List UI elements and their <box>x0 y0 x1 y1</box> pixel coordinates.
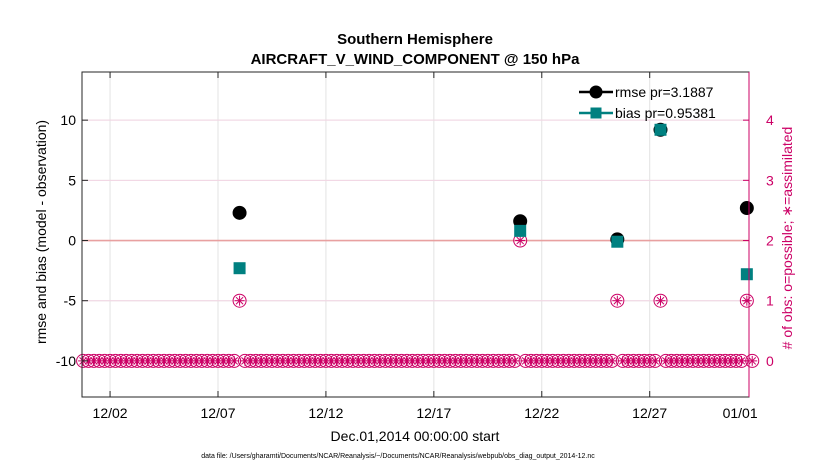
y-tick-label-right: 3 <box>766 172 774 188</box>
x-axis-label: Dec.01,2014 00:00:00 start <box>331 428 500 444</box>
bias-point <box>233 262 246 275</box>
obs-marker <box>232 293 247 308</box>
obs-marker-zero <box>648 353 663 368</box>
y-tick-label-left: 5 <box>68 172 76 188</box>
obs-marker-zero <box>734 353 749 368</box>
legend-item-rmse: rmse pr=3.1887 <box>579 84 714 100</box>
legend-label: bias pr=0.95381 <box>615 105 716 121</box>
chart-title: Southern Hemisphere <box>337 31 493 48</box>
footnote: data file: /Users/gharamti/Documents/NCA… <box>201 453 595 460</box>
legend: rmse pr=3.1887 bias pr=0.95381 <box>579 84 716 121</box>
x-tick-label: 01/01 <box>723 405 758 421</box>
bias-point <box>611 235 624 248</box>
obs-marker <box>653 293 668 308</box>
legend-item-bias: bias pr=0.95381 <box>579 105 716 121</box>
y-tick-label-right: 1 <box>766 293 774 309</box>
series-markers <box>232 122 754 281</box>
x-tick-label: 12/07 <box>200 405 235 421</box>
legend-label: rmse pr=3.1887 <box>615 84 714 100</box>
x-axis-ticks: 12/02 12/07 12/12 12/17 12/22 12/27 01/01 <box>93 72 758 421</box>
chart-subtitle: AIRCRAFT_V_WIND_COMPONENT @ 150 hPa <box>251 51 581 68</box>
x-tick-label: 12/22 <box>524 405 559 421</box>
bias-point <box>740 268 753 281</box>
obs-count-markers <box>76 233 760 368</box>
obs-marker <box>513 233 528 248</box>
left-axis-ticks: -10 -5 0 5 10 <box>56 112 88 369</box>
y-tick-label-right: 4 <box>766 112 774 128</box>
y-tick-label-right: 2 <box>766 233 774 249</box>
y-axis-label-left: rmse and bias (model - observation) <box>33 120 49 344</box>
obs-marker-zero <box>604 353 619 368</box>
x-tick-label: 12/17 <box>416 405 451 421</box>
y-tick-label-left: 10 <box>60 112 76 128</box>
bias-point <box>654 123 667 136</box>
y-tick-label-left: -10 <box>56 353 76 369</box>
y-axis-label-right: # of obs: o=possible; ∗=assimilated <box>779 127 795 350</box>
rmse-point <box>232 205 247 220</box>
y-tick-label-right: 0 <box>766 353 774 369</box>
right-axis-ticks: 0 1 2 3 4 <box>743 72 774 397</box>
x-tick-label: 12/02 <box>93 405 128 421</box>
bias-point <box>514 224 527 237</box>
x-tick-label: 12/12 <box>308 405 343 421</box>
obs-marker <box>610 293 625 308</box>
x-tick-label: 12/27 <box>632 405 667 421</box>
y-tick-label-left: 0 <box>68 233 76 249</box>
rmse-point <box>739 201 754 216</box>
y-tick-label-left: -5 <box>64 293 77 309</box>
